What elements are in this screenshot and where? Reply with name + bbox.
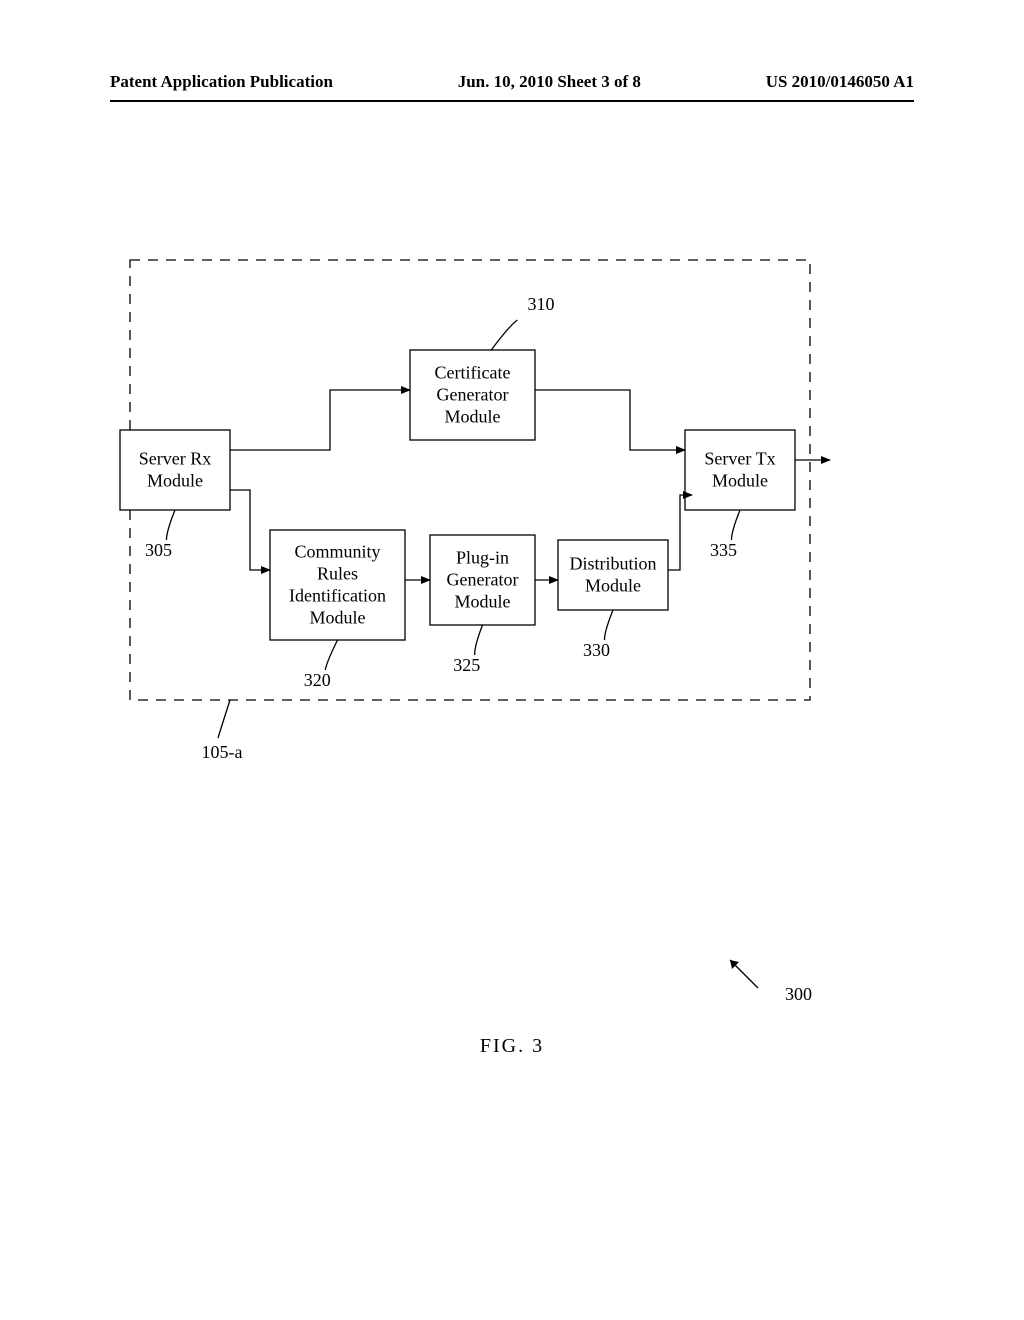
block-rx-label: Server Rx	[139, 449, 211, 469]
block-comm-label: Identification	[289, 586, 386, 606]
leader-container	[218, 700, 230, 738]
block-dist-label: Module	[585, 576, 641, 596]
header-left: Patent Application Publication	[110, 72, 333, 92]
ref-dist: 330	[583, 640, 610, 660]
arrow-cert-to-tx	[535, 390, 685, 450]
leader-cert	[491, 320, 517, 350]
block-cert-label: Generator	[437, 385, 509, 405]
page-header: Patent Application Publication Jun. 10, …	[0, 72, 1024, 92]
header-center: Jun. 10, 2010 Sheet 3 of 8	[458, 72, 641, 92]
block-diagram: Server RxModule305CertificateGeneratorMo…	[110, 240, 890, 1020]
arrow-rx-to-cert	[230, 390, 410, 450]
ref-comm: 320	[304, 670, 331, 690]
ref-plug: 325	[453, 655, 480, 675]
figure-caption: FIG. 3	[0, 1035, 1024, 1058]
block-cert-label: Certificate	[435, 363, 511, 383]
ref-container: 105-a	[202, 742, 243, 762]
block-tx-label: Module	[712, 471, 768, 491]
leader-comm	[325, 640, 337, 670]
diagram-container: Server RxModule305CertificateGeneratorMo…	[110, 240, 890, 1025]
ref-rx: 305	[145, 540, 172, 560]
block-comm-label: Rules	[317, 564, 358, 584]
ref-tx: 335	[710, 540, 737, 560]
block-comm-label: Module	[310, 608, 366, 628]
leader-rx	[166, 510, 175, 540]
block-cert-label: Module	[445, 407, 501, 427]
header-rule	[110, 100, 914, 102]
block-plug-label: Plug-in	[456, 548, 509, 568]
leader-plug	[475, 625, 483, 655]
leader-tx	[731, 510, 740, 540]
block-tx-label: Server Tx	[704, 449, 775, 469]
arrow-rx-to-comm	[230, 490, 270, 570]
block-plug-label: Generator	[447, 570, 519, 590]
header-right: US 2010/0146050 A1	[766, 72, 914, 92]
page: Patent Application Publication Jun. 10, …	[0, 0, 1024, 1320]
block-rx-label: Module	[147, 471, 203, 491]
leader-dist	[604, 610, 613, 640]
block-comm-label: Community	[294, 542, 380, 562]
block-plug-label: Module	[455, 592, 511, 612]
ref-cert: 310	[528, 294, 555, 314]
block-dist-label: Distribution	[569, 554, 656, 574]
ref-overall: 300	[785, 984, 812, 1004]
